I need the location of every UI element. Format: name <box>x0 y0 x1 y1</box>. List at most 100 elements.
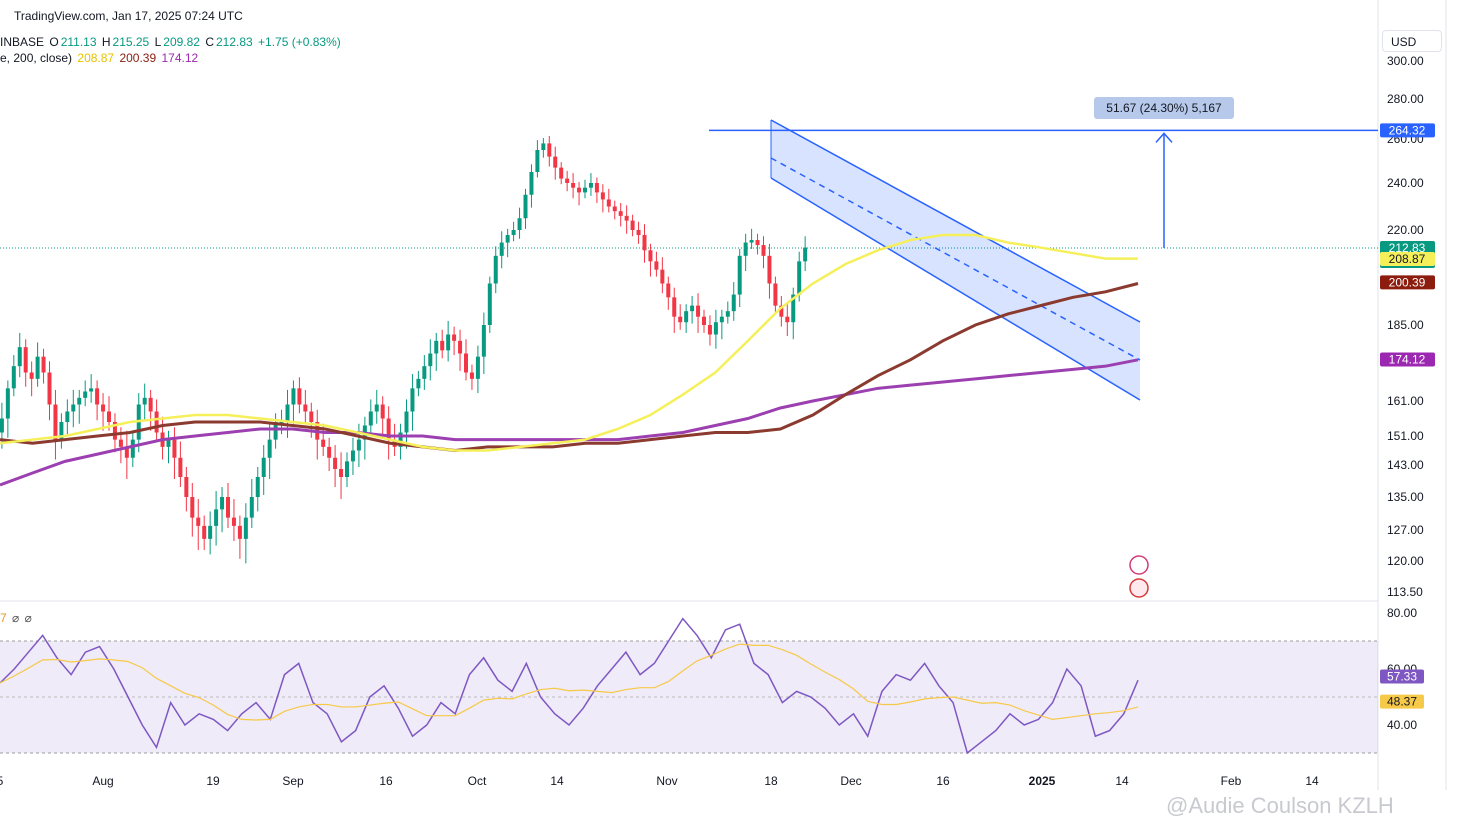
price-tick-label: 185.00 <box>1387 318 1424 332</box>
price-axis-label-text: 200.39 <box>1389 275 1426 289</box>
time-tick-label: Oct <box>468 774 487 788</box>
candle-body <box>398 432 403 447</box>
candle-body <box>422 366 427 379</box>
time-tick-label: Feb <box>1221 774 1242 788</box>
candle-body <box>53 404 58 440</box>
candle-body <box>672 297 677 317</box>
candle-body <box>624 215 629 221</box>
candle-body <box>749 240 754 243</box>
candle-body <box>380 404 385 419</box>
candle-body <box>737 255 742 295</box>
time-tick-label: 19 <box>206 774 220 788</box>
candle-body <box>261 457 266 477</box>
candle-body <box>487 283 492 325</box>
measure-label-text: 51.67 (24.30%) 5,167 <box>1106 101 1222 115</box>
candle-body <box>154 411 159 433</box>
candle-body <box>666 283 671 298</box>
candle-body <box>767 255 772 284</box>
candle-body <box>321 439 326 447</box>
price-tick-label: 127.00 <box>1387 523 1424 537</box>
high-label: H <box>101 35 111 49</box>
candle-body <box>285 404 290 422</box>
low-value: 209.82 <box>163 35 200 49</box>
price-axis-label: 212.83 <box>1380 241 1435 255</box>
low-label: L <box>154 35 162 49</box>
currency-selector[interactable]: USD <box>1382 30 1442 52</box>
time-tick-label: 16 <box>936 774 950 788</box>
candle-body <box>327 446 332 458</box>
candle-body <box>243 517 248 539</box>
candle-body <box>404 411 409 433</box>
candle-body <box>416 378 421 389</box>
rsi-tick-label: 40.00 <box>1387 718 1417 732</box>
time-tick-label: 14 <box>1305 774 1319 788</box>
candle-body <box>571 183 576 188</box>
price-tick-label: 220.00 <box>1387 223 1424 237</box>
candle-body <box>386 418 391 440</box>
candle-body <box>505 235 510 243</box>
rsi-axis-label-bg <box>1380 694 1424 709</box>
candle-body <box>95 388 100 405</box>
rsi-axis-label-text: 48.37 <box>1387 695 1417 709</box>
candle-body <box>654 261 659 270</box>
candle-body <box>130 439 135 458</box>
candle-body <box>434 340 439 354</box>
event-us-flag-icon <box>1129 578 1149 598</box>
ma-mid-line <box>0 282 1139 453</box>
time-tick-label: 2025 <box>1029 774 1056 788</box>
candle-body <box>583 187 587 193</box>
candle-body <box>707 325 712 335</box>
candle-body <box>410 388 415 412</box>
candle-body <box>630 220 635 230</box>
rsi-axis-label-text: 57.33 <box>1387 669 1417 683</box>
candle-body <box>220 497 225 510</box>
chart-source-line: TradingView.com, Jan 17, 2025 07:24 UTC <box>0 8 245 23</box>
candle-body <box>743 242 748 256</box>
candle-body <box>65 411 70 422</box>
candle-body <box>231 517 236 526</box>
candle-body <box>47 372 52 405</box>
price-axis-label-bg <box>1380 352 1435 367</box>
candle-body <box>535 150 540 172</box>
price-axis-label-bg <box>1380 123 1435 138</box>
candle-body <box>499 242 504 256</box>
candle-body <box>184 477 189 497</box>
rsi-tick-label: 80.00 <box>1387 606 1417 620</box>
candle-body <box>196 517 201 526</box>
watermark: @Audie Coulson KZLH <box>1166 793 1394 818</box>
candle-body <box>440 340 445 351</box>
candle-body <box>29 372 34 379</box>
close-label: C <box>205 35 214 49</box>
rsi-eye-icon: ⌀ <box>12 611 20 625</box>
time-tick-label: Sep <box>282 774 304 788</box>
open-value: 211.13 <box>60 35 97 49</box>
channel-fill <box>771 120 1140 400</box>
candle-body <box>172 439 177 458</box>
candle-body <box>249 497 254 518</box>
candle-body <box>11 366 16 389</box>
candle-body <box>124 446 129 458</box>
ma-mid-value: 200.39 <box>119 51 157 65</box>
time-tick-label: Nov <box>656 774 677 788</box>
candle-body <box>291 388 296 405</box>
candle-body <box>148 397 153 412</box>
candle-body <box>797 261 802 295</box>
exchange-label: INBASE <box>0 35 45 49</box>
candle-body <box>237 525 242 539</box>
event-lightning-icon <box>1129 555 1149 575</box>
candle-body <box>690 305 695 312</box>
candle-body <box>374 404 379 412</box>
candle-body <box>17 347 22 367</box>
candle-body <box>273 422 278 440</box>
candle-body <box>511 230 516 236</box>
candle-body <box>713 322 718 335</box>
price-axis-label: 200.39 <box>1380 275 1435 290</box>
candle-body <box>565 178 570 183</box>
time-tick-label: 16 <box>379 774 393 788</box>
price-axis-label-bg <box>1380 275 1435 290</box>
candle-body <box>267 439 272 458</box>
measure-arrow-head <box>1155 132 1173 143</box>
candle-body <box>517 218 522 230</box>
candle-body <box>791 294 796 323</box>
